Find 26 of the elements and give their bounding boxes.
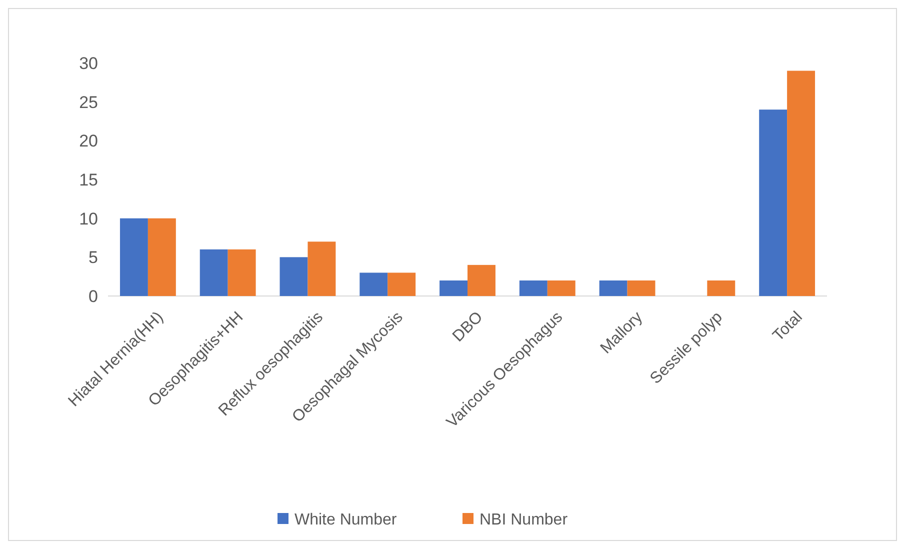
y-tick-label: 15 [79,170,98,190]
bar [787,70,816,296]
bar [120,218,148,296]
bar [308,242,336,296]
legend-label: White Number [294,512,398,529]
bar [280,257,308,296]
y-tick-label: 0 [88,286,98,306]
bar [388,272,416,296]
y-tick-label: 30 [79,54,98,73]
bar [707,280,736,296]
bar [627,280,656,296]
bar [519,280,548,296]
y-tick-label: 20 [79,132,98,151]
bar [440,280,468,296]
bar [200,249,228,296]
bar [547,280,576,296]
y-tick-label: 25 [79,92,98,112]
y-tick-label: 10 [79,209,98,228]
y-tick-label: 5 [88,248,98,268]
bar [599,280,628,296]
bar [468,264,496,296]
bar [759,110,788,296]
bar [360,272,388,296]
legend-label: NBI Number [480,512,568,529]
bar [228,249,256,296]
bar [148,218,176,296]
